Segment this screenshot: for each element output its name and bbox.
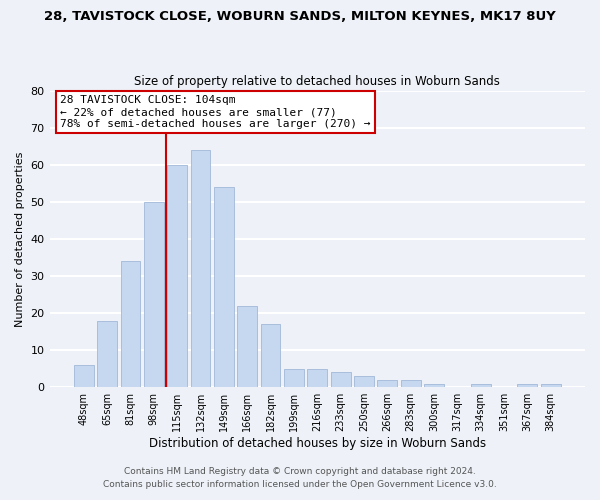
Title: Size of property relative to detached houses in Woburn Sands: Size of property relative to detached ho… xyxy=(134,76,500,88)
Bar xyxy=(354,376,374,387)
Bar xyxy=(97,320,117,387)
Bar xyxy=(377,380,397,387)
Bar xyxy=(167,165,187,387)
Bar xyxy=(144,202,164,387)
Bar xyxy=(238,306,257,387)
Bar xyxy=(121,262,140,387)
Bar xyxy=(260,324,280,387)
X-axis label: Distribution of detached houses by size in Woburn Sands: Distribution of detached houses by size … xyxy=(149,437,486,450)
Bar xyxy=(74,365,94,387)
Text: 28 TAVISTOCK CLOSE: 104sqm
← 22% of detached houses are smaller (77)
78% of semi: 28 TAVISTOCK CLOSE: 104sqm ← 22% of deta… xyxy=(60,96,371,128)
Text: 28, TAVISTOCK CLOSE, WOBURN SANDS, MILTON KEYNES, MK17 8UY: 28, TAVISTOCK CLOSE, WOBURN SANDS, MILTO… xyxy=(44,10,556,23)
Bar xyxy=(331,372,350,387)
Bar xyxy=(401,380,421,387)
Bar xyxy=(307,368,327,387)
Bar xyxy=(284,368,304,387)
Bar xyxy=(541,384,560,387)
Bar xyxy=(424,384,444,387)
Bar xyxy=(517,384,538,387)
Bar xyxy=(471,384,491,387)
Text: Contains HM Land Registry data © Crown copyright and database right 2024.
Contai: Contains HM Land Registry data © Crown c… xyxy=(103,468,497,489)
Y-axis label: Number of detached properties: Number of detached properties xyxy=(15,152,25,327)
Bar xyxy=(214,188,234,387)
Bar xyxy=(191,150,211,387)
